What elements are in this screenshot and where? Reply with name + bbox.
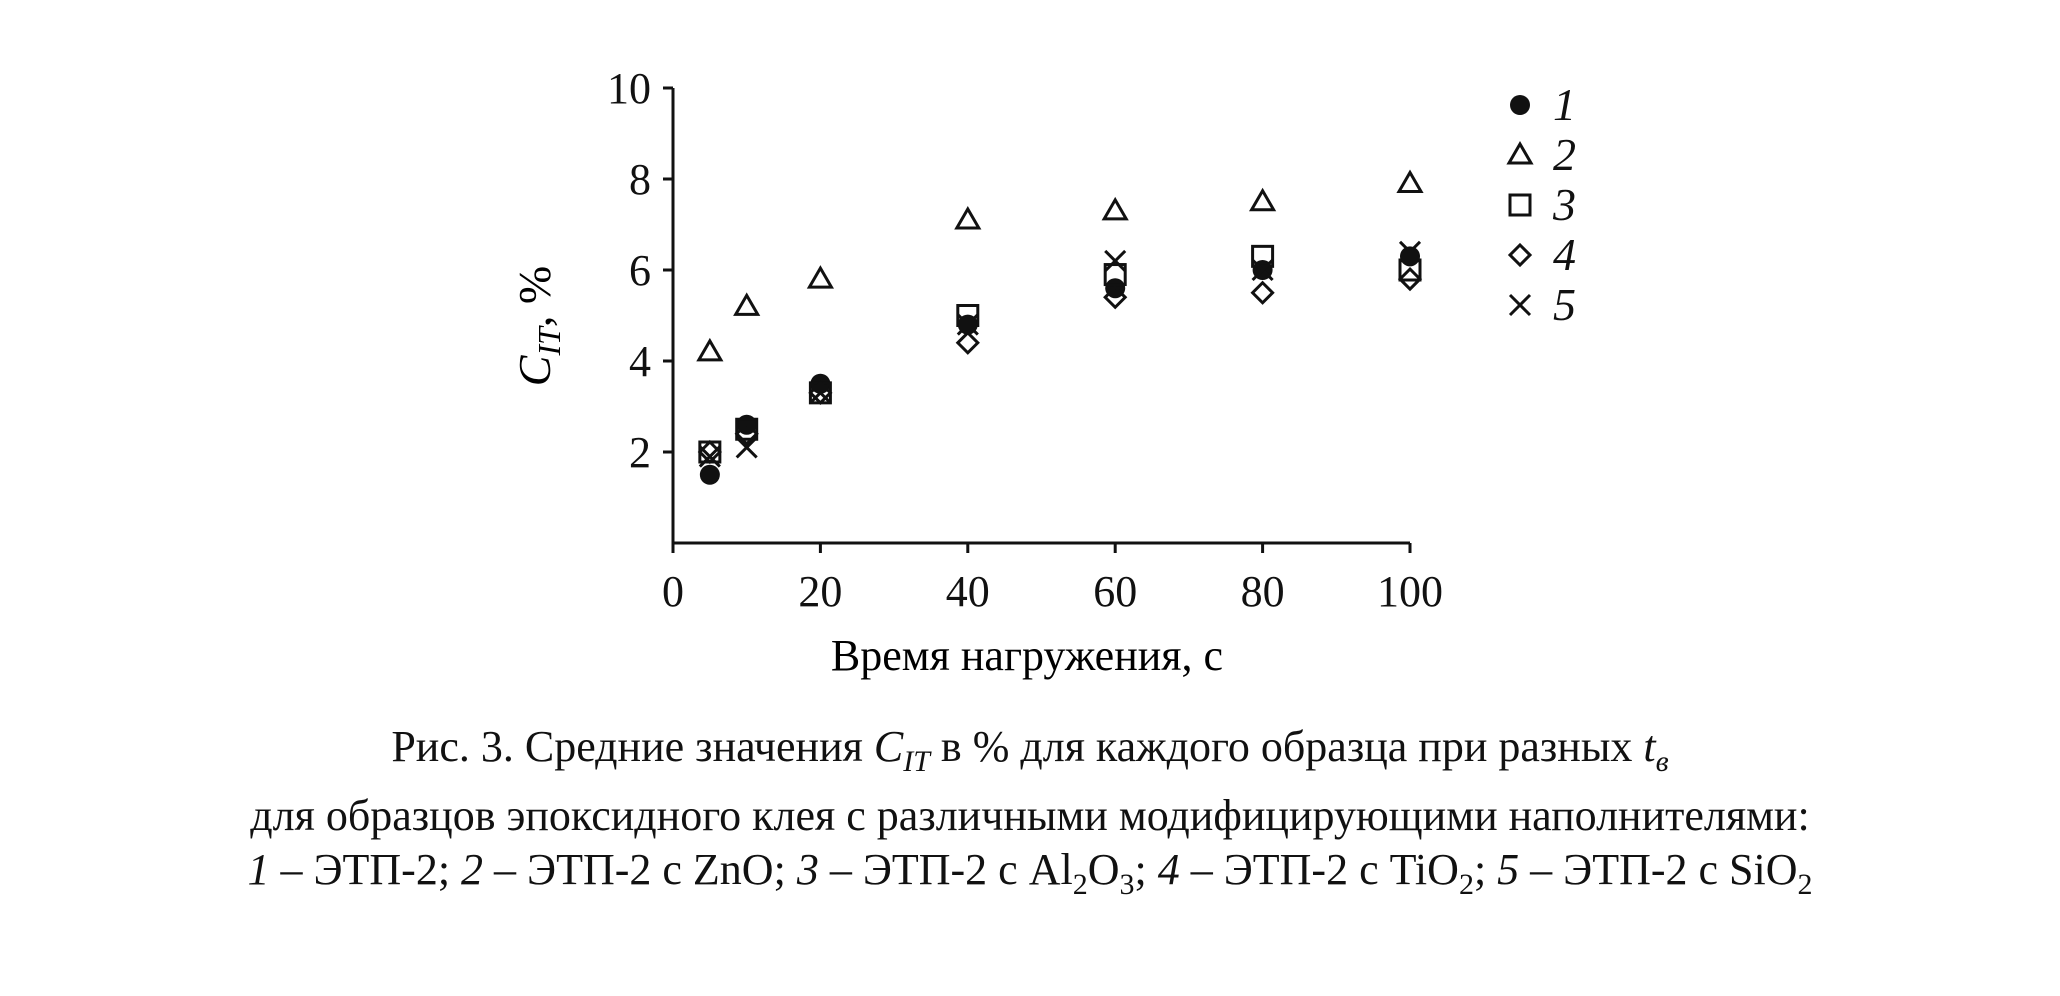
caption-line-2: для образцов эпоксидного клея с различны… [250, 790, 1810, 840]
legend-marker-1 [1510, 95, 1530, 115]
y-axis-label: CIT, % [509, 266, 567, 386]
data-point-series-2 [696, 337, 724, 362]
data-point-series-2 [1396, 169, 1424, 194]
data-point-series-4 [1103, 285, 1128, 310]
caption-line-3: 1 – ЭТП-2; 2 – ЭТП-2 с ZnO; 3 – ЭТП-2 с … [0, 843, 2060, 912]
caption-t5a: – ЭТП-2 с SiO [1519, 844, 1798, 894]
caption-s3a: 2 [1072, 867, 1088, 901]
legend-item-4: 4 [1507, 229, 1576, 280]
data-point-series-3 [698, 440, 722, 464]
caption-mid: в % для каждого образца при разных [929, 722, 1644, 771]
data-point-series-2 [1248, 187, 1277, 212]
data-point-series-5 [698, 445, 721, 468]
caption-t2: – ЭТП-2 с ZnO; [483, 844, 797, 894]
legend-label-2: 2 [1553, 129, 1576, 180]
data-point-series-4 [734, 421, 759, 446]
legend-marker-4 [1507, 242, 1533, 268]
chart-ticks: 0 20 40 60 80 100 2 4 6 8 10 [607, 64, 1443, 616]
caption-s5: 2 [1797, 867, 1813, 901]
data-point-series-3 [1251, 244, 1275, 268]
caption-s4: 2 [1458, 867, 1474, 901]
y-tick-label: 10 [607, 64, 651, 113]
data-point-series-1 [699, 464, 720, 485]
data-point-series-4 [808, 380, 833, 405]
data-point-series-2 [806, 265, 835, 289]
data-point-series-2 [733, 292, 761, 316]
data-point-series-5 [956, 313, 979, 336]
data-point-series-4 [697, 439, 722, 465]
data-point-series-3 [1103, 263, 1127, 287]
caption-t1: – ЭТП-2; [269, 844, 462, 894]
caption-s3b: 3 [1119, 867, 1135, 901]
caption-n2: 2 [461, 844, 484, 894]
caption-symbol: C [873, 722, 904, 771]
data-point-series-5 [1251, 258, 1274, 282]
caption-prefix: Рис. 3. Средние значения [391, 722, 874, 771]
data-point-series-4 [955, 330, 980, 355]
caption-t3a: – ЭТП-2 с Al [818, 844, 1073, 894]
caption-t3b: O [1087, 844, 1120, 894]
data-point-series-5 [735, 436, 758, 459]
caption-line-1: Рис. 3. Средние значения CIT в % для каж… [0, 720, 2060, 789]
legend-item-1: 1 [1510, 79, 1576, 130]
y-axis-label-subscript: IT [531, 325, 567, 357]
caption-t-sub: в [1655, 744, 1669, 778]
x-tick-label: 40 [946, 567, 990, 616]
data-point-series-2 [1101, 196, 1129, 221]
y-tick-label: 8 [629, 155, 651, 204]
chart-points [696, 169, 1424, 485]
x-tick-label: 20 [798, 567, 842, 616]
data-point-series-4 [1397, 266, 1423, 292]
legend-label-5: 5 [1553, 279, 1576, 330]
y-tick-label: 2 [629, 428, 651, 477]
data-point-series-5 [1104, 249, 1127, 272]
figure-caption: Рис. 3. Средние значения CIT в % для каж… [0, 720, 2060, 912]
data-point-series-3 [735, 417, 759, 441]
legend-marker-5 [1508, 293, 1532, 317]
data-point-series-2 [954, 205, 982, 230]
y-tick-label: 4 [629, 337, 651, 386]
legend-item-2: 2 [1506, 129, 1576, 180]
caption-n1: 1 [247, 844, 270, 894]
legend-item-3: 3 [1508, 179, 1576, 230]
x-axis-label: Время нагружения, с [831, 631, 1223, 680]
data-point-series-1 [1400, 246, 1420, 267]
legend-item-5: 5 [1508, 279, 1576, 330]
legend-label-4: 4 [1553, 229, 1576, 280]
legend-label-3: 3 [1552, 179, 1576, 230]
caption-n5: 5 [1497, 844, 1520, 894]
x-tick-label: 80 [1241, 567, 1285, 616]
caption-n3: 3 [796, 844, 819, 894]
caption-t3c: ; [1134, 844, 1158, 894]
x-tick-label: 0 [662, 567, 684, 616]
caption-t4b: ; [1473, 844, 1498, 894]
caption-symbol-sub: IT [903, 744, 930, 778]
chart-axes [671, 88, 1410, 545]
y-axis-label-symbol: C [509, 354, 560, 386]
legend-marker-2 [1506, 141, 1534, 165]
caption-n4: 4 [1157, 844, 1180, 894]
data-point-series-4 [1250, 280, 1275, 305]
y-tick-label: 6 [629, 246, 651, 295]
y-axis-label-unit: , % [509, 266, 560, 327]
x-tick-label: 60 [1093, 567, 1137, 616]
caption-t4a: – ЭТП-2 с TiO [1179, 844, 1459, 894]
legend-marker-3 [1508, 193, 1532, 217]
x-tick-label: 100 [1377, 567, 1443, 616]
data-point-series-5 [809, 381, 832, 404]
data-point-series-5 [1398, 240, 1422, 263]
legend-label-1: 1 [1553, 79, 1576, 130]
data-point-series-3 [1398, 258, 1422, 282]
caption-t: t [1643, 722, 1656, 771]
